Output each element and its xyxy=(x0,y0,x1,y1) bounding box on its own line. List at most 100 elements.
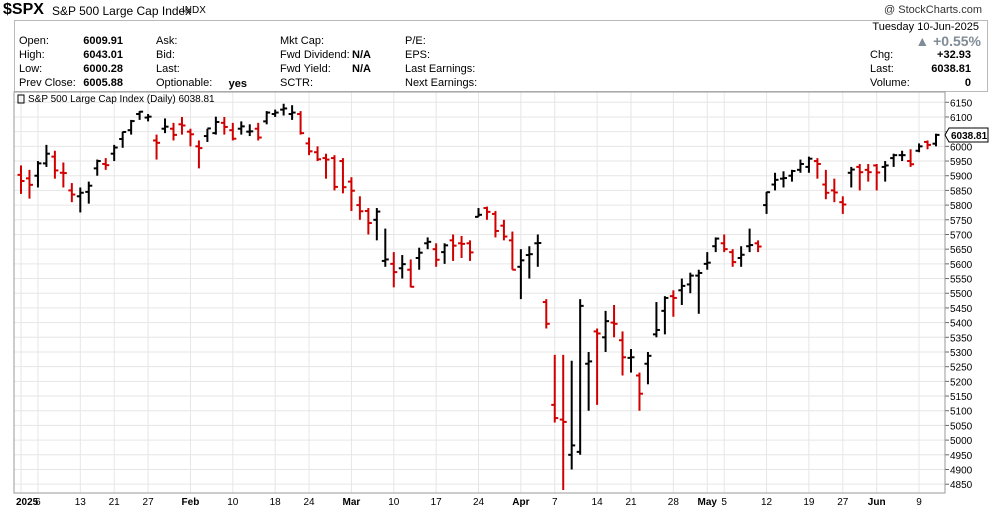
mkt-cap-label: Mkt Cap: xyxy=(280,35,325,47)
y-tick-label: 5500 xyxy=(950,289,973,300)
optionable-label: Optionable: xyxy=(156,77,213,89)
low-label: Low: xyxy=(19,63,43,75)
ohlc-bar xyxy=(51,150,59,179)
last-price-value: 6038.81 xyxy=(931,63,971,75)
ohlc-bar xyxy=(339,158,347,194)
ohlc-bar xyxy=(76,187,84,213)
volume-value: 0 xyxy=(964,77,971,89)
ohlc-bar xyxy=(915,143,923,153)
y-tick-label: 6150 xyxy=(950,98,973,109)
y-tick-label: 5800 xyxy=(950,201,973,212)
y-tick-label: 4900 xyxy=(950,465,973,476)
y-tick-label: 5750 xyxy=(950,216,973,227)
sctr-label: SCTR: xyxy=(280,77,313,89)
fwd-yield-label: Fwd Yield: xyxy=(280,63,331,75)
x-tick-label: 6 xyxy=(35,497,41,508)
ohlc-bar xyxy=(585,351,593,411)
ohlc-bar xyxy=(542,299,550,329)
chart-type-icon xyxy=(17,94,25,104)
ohlc-bar xyxy=(449,234,457,261)
ohlc-bar xyxy=(568,360,576,470)
last-label: Last: xyxy=(156,63,180,75)
ohlc-bar xyxy=(559,354,567,491)
ohlc-bar xyxy=(924,140,932,150)
ohlc-bar xyxy=(458,235,466,258)
fwd-dividend-label: Fwd Dividend: xyxy=(280,49,350,61)
next-earnings-label: Next Earnings: xyxy=(405,77,478,89)
ohlc-bar xyxy=(229,122,237,141)
y-tick-label: 5000 xyxy=(950,436,973,447)
x-tick-label: 17 xyxy=(431,497,443,508)
y-tick-label: 6000 xyxy=(950,142,973,153)
ohlc-bar xyxy=(534,234,542,267)
ohlc-bar xyxy=(466,240,474,261)
title-bar: $SPX S&P 500 Large Cap Index INDX @ Stoc… xyxy=(0,0,990,22)
ohlc-bar xyxy=(322,153,330,179)
ohlc-bar xyxy=(161,118,169,134)
ohlc-bar xyxy=(796,159,804,173)
ohlc-bar xyxy=(212,116,220,135)
bid-label: Bid: xyxy=(156,49,175,61)
x-tick-label: Feb xyxy=(182,497,200,508)
x-tick-label: 10 xyxy=(227,497,239,508)
ohlc-bar xyxy=(68,183,76,203)
ohlc-bar xyxy=(763,191,771,214)
ohlc-bar xyxy=(635,372,643,411)
x-tick-label: 19 xyxy=(803,497,815,508)
ohlc-bar xyxy=(907,149,915,167)
ohlc-bar xyxy=(517,249,525,300)
optionable-value: yes xyxy=(228,78,247,90)
ohlc-bar xyxy=(280,103,288,116)
ohlc-bar xyxy=(390,252,398,288)
ohlc-bar xyxy=(34,161,42,188)
ohlc-bar xyxy=(330,155,338,191)
ohlc-bar xyxy=(314,146,322,162)
y-tick-label: 5450 xyxy=(950,304,973,315)
ohlc-bar xyxy=(475,208,482,218)
ohlc-bar xyxy=(170,122,177,141)
company-name: S&P 500 Large Cap Index xyxy=(52,4,192,18)
ohlc-bar xyxy=(178,116,186,135)
y-tick-label: 5400 xyxy=(950,319,973,330)
ohlc-bar xyxy=(669,290,677,317)
ohlc-bar xyxy=(491,210,499,238)
y-tick-label: 5850 xyxy=(950,186,973,197)
ohlc-bar xyxy=(102,158,110,170)
x-tick-label: 7 xyxy=(552,497,558,508)
ohlc-bar xyxy=(136,110,144,120)
y-tick-label: 5600 xyxy=(950,260,973,271)
volume-label: Volume: xyxy=(870,77,910,89)
x-tick-label: 24 xyxy=(473,497,485,508)
ohlc-bar xyxy=(373,208,381,241)
x-tick-label: 5 xyxy=(721,497,727,508)
ohlc-bar xyxy=(771,172,779,191)
percent-change: ▲ +0.55% xyxy=(915,33,981,49)
y-tick-label: 5300 xyxy=(950,348,973,359)
ohlc-bar xyxy=(610,304,618,338)
ohlc-bar xyxy=(619,331,627,376)
y-tick-label: 5700 xyxy=(950,230,973,241)
x-tick-label: 10 xyxy=(388,497,400,508)
ohlc-bar xyxy=(271,109,279,117)
ohlc-bar xyxy=(737,246,745,267)
ohlc-bar xyxy=(144,114,152,122)
exchange-label: INDX xyxy=(182,5,206,16)
ohlc-bar xyxy=(186,128,194,147)
x-tick-label: 18 xyxy=(270,497,282,508)
x-tick-label: 12 xyxy=(761,497,773,508)
ohlc-bar xyxy=(153,134,161,160)
eps-label: EPS: xyxy=(405,49,431,61)
x-tick-label: May xyxy=(698,497,718,508)
stockcharts-credit[interactable]: @ StockCharts.com xyxy=(884,4,982,16)
chart-title: S&P 500 Large Cap Index (Daily) 6038.81 xyxy=(28,94,215,105)
ticker-symbol: $SPX xyxy=(3,1,44,18)
plot-area xyxy=(14,92,945,493)
ohlc-bar xyxy=(42,144,50,167)
ohlc-bar xyxy=(508,231,516,271)
ohlc-bar xyxy=(203,127,211,142)
ohlc-bar xyxy=(754,240,762,253)
ohlc-bar xyxy=(237,121,245,135)
ohlc-bar xyxy=(305,137,313,156)
plot-border xyxy=(13,91,946,494)
